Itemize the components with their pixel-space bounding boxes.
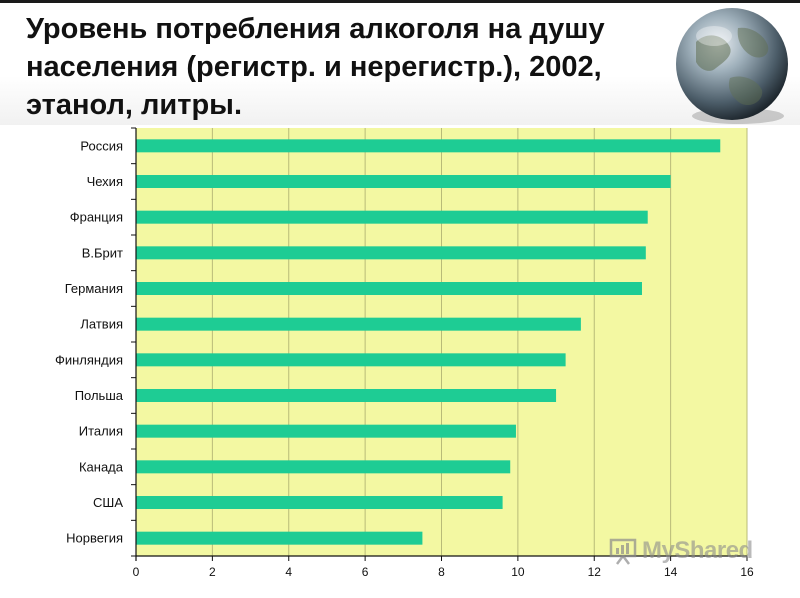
title-band	[0, 3, 800, 125]
bar	[136, 531, 423, 545]
category-label: Польша	[75, 388, 124, 403]
bar	[136, 496, 503, 509]
category-labels: Россия Чехия Франция В.Брит Германия Латвия Фи…	[55, 138, 124, 545]
axes	[131, 127, 748, 561]
x-tick-label: 4	[285, 565, 292, 579]
x-tick-label: 8	[438, 565, 445, 579]
x-tick-label: 14	[664, 565, 678, 579]
slide-title: Уровень потребления алкоголя на душу нас…	[26, 13, 605, 121]
category-label: США	[93, 495, 123, 510]
bar	[136, 175, 671, 188]
globe-icon	[676, 8, 788, 124]
x-tick-label: 0	[133, 565, 140, 579]
top-rule	[0, 0, 800, 3]
category-label: Норвегия	[66, 531, 123, 546]
watermark-text: MyShared	[642, 537, 753, 564]
watermark: MyShared	[608, 536, 753, 566]
bar	[136, 317, 581, 331]
x-tick-labels: 0 2 4 6 8 10 12 14 16	[133, 565, 754, 579]
bar	[136, 246, 646, 260]
category-label: Латвия	[80, 317, 123, 332]
category-label: Канада	[79, 459, 124, 474]
category-label: Германия	[65, 281, 123, 296]
category-label: Россия	[80, 138, 123, 153]
category-label: Финляндия	[55, 352, 123, 367]
x-tick-label: 6	[362, 565, 369, 579]
grid-lines	[211, 128, 748, 556]
bar	[136, 282, 642, 295]
bar	[136, 353, 566, 367]
bar	[136, 460, 511, 474]
bar	[136, 389, 557, 402]
category-label: Чехия	[87, 174, 123, 189]
category-label: Франция	[70, 210, 123, 225]
bars	[136, 139, 721, 545]
x-tick-label: 12	[588, 565, 602, 579]
category-label: В.Брит	[82, 245, 123, 260]
x-tick-label: 2	[209, 565, 216, 579]
bar	[136, 139, 721, 153]
bar	[136, 210, 648, 224]
x-tick-label: 16	[740, 565, 754, 579]
category-label: Италия	[79, 424, 123, 439]
x-tick-label: 10	[511, 565, 525, 579]
presentation-board-icon	[609, 538, 637, 565]
bar	[136, 424, 516, 438]
